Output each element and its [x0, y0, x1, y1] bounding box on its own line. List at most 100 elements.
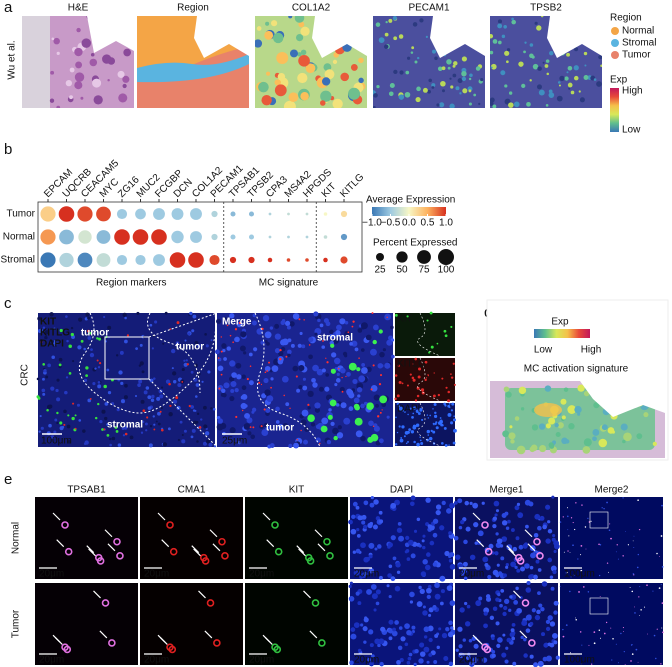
- speck: [258, 81, 269, 93]
- speck: [652, 441, 657, 446]
- tissue-image: [490, 381, 665, 458]
- speck: [497, 19, 503, 24]
- speck: [433, 660, 438, 664]
- speck: [563, 551, 565, 553]
- speck: [325, 321, 331, 327]
- speck: [42, 363, 45, 366]
- speck: [116, 408, 120, 412]
- speck: [340, 319, 345, 324]
- speck: [608, 571, 610, 573]
- speck: [433, 414, 438, 418]
- speck: [407, 56, 411, 60]
- speck: [119, 350, 124, 355]
- speck: [452, 73, 457, 78]
- speck: [655, 657, 657, 660]
- speck: [307, 406, 311, 410]
- speck: [450, 409, 454, 412]
- speck: [290, 343, 295, 348]
- speck: [568, 535, 570, 537]
- speck: [637, 499, 639, 501]
- speck: [453, 415, 455, 417]
- speck: [53, 430, 57, 434]
- legend-label: Stromal: [622, 38, 656, 49]
- speck: [443, 426, 447, 430]
- speck: [147, 406, 152, 410]
- speck: [639, 586, 641, 588]
- speck: [378, 383, 382, 386]
- arrow: [264, 637, 273, 645]
- speck: [570, 90, 575, 95]
- speck: [461, 568, 467, 574]
- speck: [298, 364, 305, 372]
- speck: [553, 543, 560, 550]
- speck: [426, 587, 432, 594]
- channel-label: KITLG: [40, 328, 70, 339]
- tissue-image: [490, 16, 602, 108]
- speck: [358, 375, 366, 383]
- speck: [449, 600, 456, 607]
- speck: [529, 565, 534, 570]
- speck: [379, 351, 385, 358]
- speck: [398, 34, 404, 39]
- speck: [424, 564, 431, 571]
- speck: [363, 401, 368, 406]
- speck: [549, 51, 554, 56]
- size-key: [376, 253, 384, 261]
- speck: [504, 50, 510, 56]
- speck: [47, 363, 51, 368]
- speck: [162, 442, 168, 447]
- speck: [555, 431, 561, 438]
- speck: [336, 378, 341, 383]
- speck: [190, 405, 195, 409]
- speck: [97, 384, 102, 389]
- speck: [148, 443, 153, 448]
- speck: [422, 559, 428, 565]
- speck: [152, 415, 155, 418]
- speck: [162, 342, 165, 345]
- speck: [37, 396, 41, 400]
- speck: [97, 380, 101, 384]
- speck: [426, 552, 431, 557]
- speck: [111, 436, 116, 441]
- speck: [401, 425, 405, 429]
- speck: [506, 48, 511, 52]
- speck: [449, 77, 452, 80]
- arrow: [262, 512, 271, 521]
- dot: [171, 230, 184, 244]
- speck: [450, 626, 454, 630]
- speck: [302, 377, 306, 381]
- speck: [539, 445, 547, 453]
- dot: [287, 212, 290, 216]
- dot: [305, 235, 309, 239]
- speck: [406, 557, 411, 561]
- speck: [599, 637, 602, 639]
- speck: [545, 626, 551, 632]
- speck: [490, 97, 495, 103]
- speck: [379, 411, 382, 414]
- speck: [380, 364, 384, 368]
- speck: [103, 428, 106, 431]
- speck: [497, 592, 501, 597]
- speck: [603, 632, 606, 635]
- arrow: [56, 539, 65, 548]
- colorbar-tick-label: −1.0: [362, 218, 382, 229]
- speck: [81, 38, 92, 48]
- inset-label: KIT: [397, 314, 413, 325]
- speck: [662, 631, 664, 634]
- speck: [455, 648, 459, 652]
- speck: [468, 102, 472, 106]
- speck: [637, 553, 639, 556]
- speck: [520, 566, 525, 572]
- speck: [396, 394, 400, 398]
- speck: [515, 586, 519, 591]
- speck: [601, 507, 603, 509]
- speck: [661, 565, 664, 568]
- dot: [229, 256, 237, 264]
- speck: [179, 420, 183, 424]
- speck: [592, 436, 597, 442]
- speck: [360, 403, 365, 409]
- speck: [123, 426, 128, 430]
- image: [395, 403, 455, 446]
- cell: [271, 521, 279, 529]
- speck: [398, 380, 402, 384]
